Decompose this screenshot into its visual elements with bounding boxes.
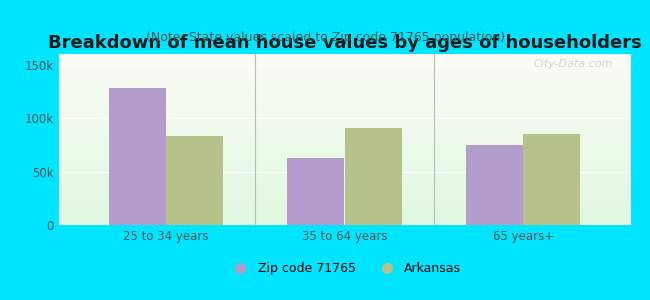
Bar <box>466 145 523 225</box>
Text: (Note: State values scaled to Zip code 71765 population): (Note: State values scaled to Zip code 7… <box>146 32 504 44</box>
Bar <box>287 158 344 225</box>
Text: City-Data.com: City-Data.com <box>534 59 614 69</box>
Legend: Zip code 71765, Arkansas: Zip code 71765, Arkansas <box>222 257 467 280</box>
Bar <box>344 128 402 225</box>
Bar <box>166 136 223 225</box>
Title: Breakdown of mean house values by ages of householders: Breakdown of mean house values by ages o… <box>47 34 642 52</box>
Bar <box>109 88 166 225</box>
Bar <box>523 134 580 225</box>
